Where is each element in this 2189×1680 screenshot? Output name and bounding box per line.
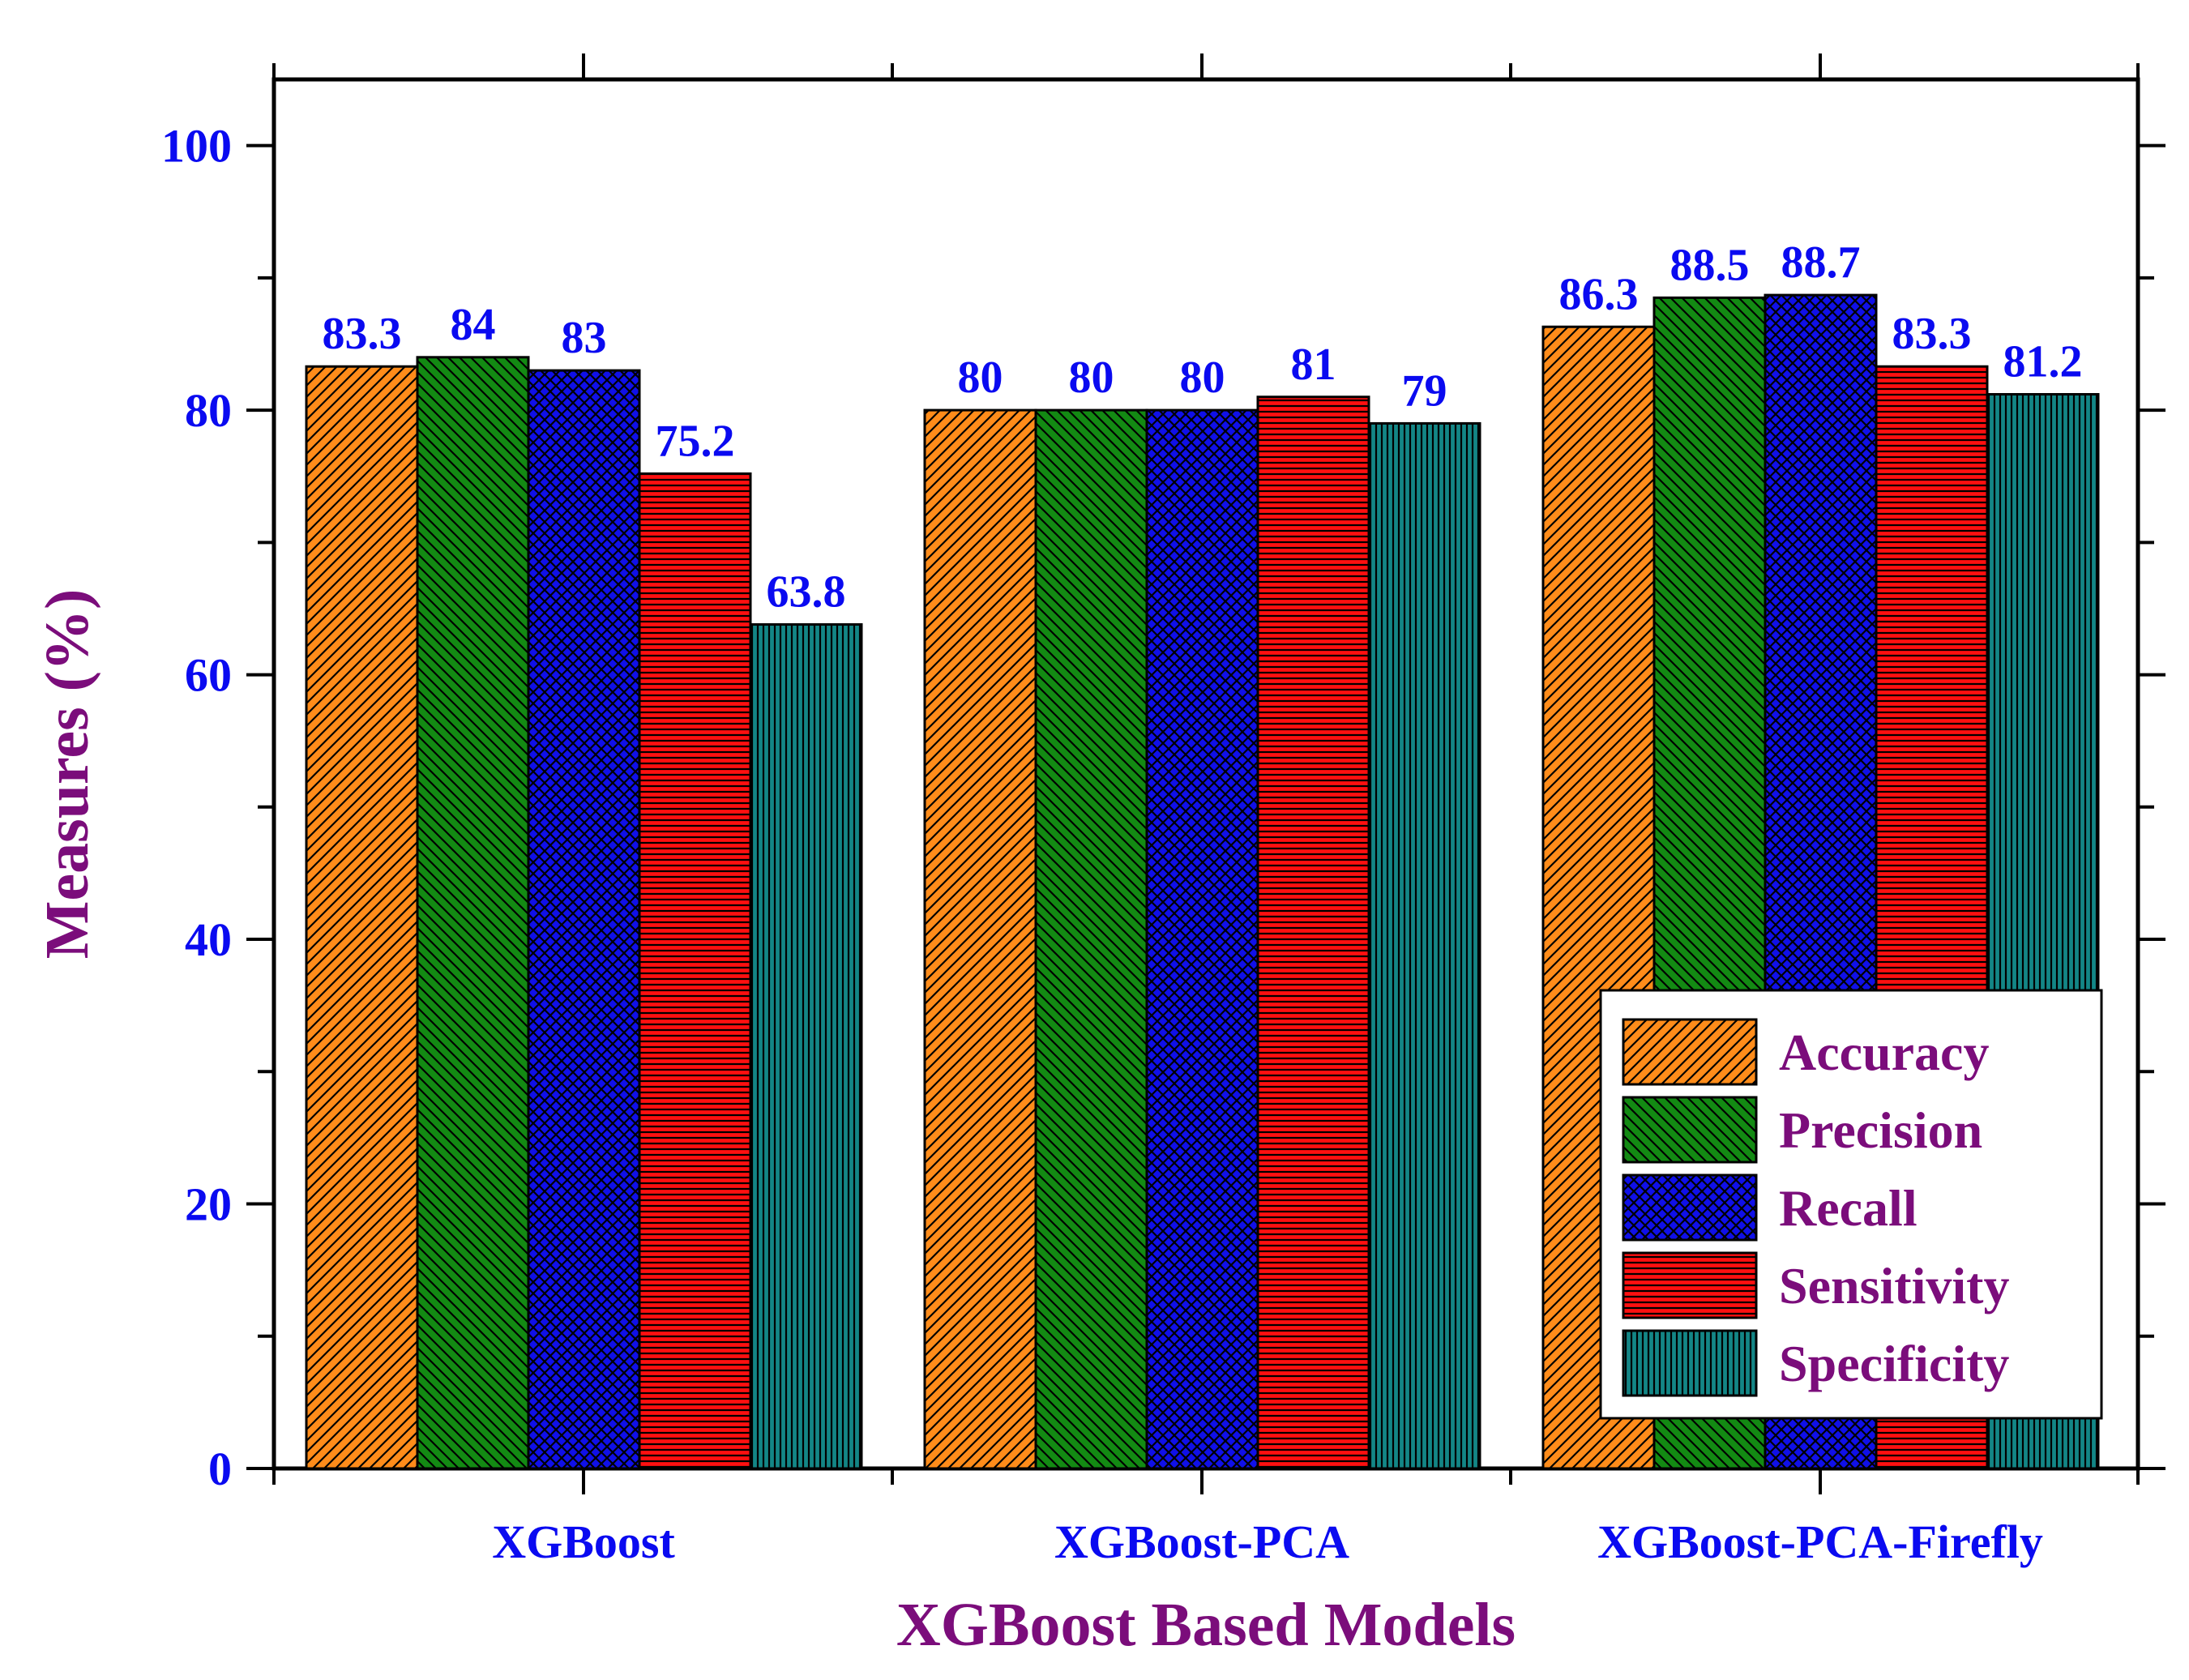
data-label-specificity-2: 81.2: [2003, 337, 2083, 387]
legend: Accuracy Precision Recall Sensitivity Specif…: [1599, 989, 2103, 1420]
legend-swatch-sensitivity: [1622, 1251, 1758, 1319]
y-tick-label-80: 80: [185, 384, 232, 437]
data-label-sensitivity-2: 83.3: [1892, 309, 1972, 359]
x-tick-label-1: XGBoost-PCA: [1054, 1515, 1349, 1568]
bar-precision-1: [1034, 408, 1148, 1470]
bar-specificity-1: [1367, 421, 1481, 1470]
data-label-recall-2: 88.7: [1781, 237, 1861, 288]
data-label-accuracy-2: 86.3: [1559, 269, 1639, 319]
legend-swatch-accuracy: [1622, 1018, 1758, 1086]
bar-accuracy-0: [305, 365, 419, 1470]
bars-layer: [305, 293, 2100, 1470]
bar-precision-0: [416, 356, 530, 1470]
bar-recall-1: [1145, 408, 1259, 1470]
y-tick-label-0: 0: [208, 1443, 232, 1495]
data-label-recall-1: 80: [1180, 353, 1225, 403]
bar-sensitivity-1: [1256, 395, 1370, 1470]
bar-sensitivity-0: [638, 472, 752, 1470]
bar-specificity-0: [749, 623, 863, 1470]
axes-layer: 0 20 40 60 80 100 XGBoost XGBoost-PCA XGBoost-PC…: [161, 53, 2165, 1568]
data-label-specificity-0: 63.8: [767, 567, 846, 618]
legend-swatch-specificity: [1622, 1329, 1758, 1397]
data-label-sensitivity-0: 75.2: [656, 416, 735, 466]
y-tick-label-60: 60: [185, 649, 232, 702]
data-label-accuracy-1: 80: [958, 353, 1003, 403]
data-label-precision-1: 80: [1069, 353, 1114, 403]
legend-swatch-recall: [1622, 1173, 1758, 1242]
legend-label-specificity: Specificity: [1779, 1335, 2009, 1392]
y-tick-label-20: 20: [185, 1178, 232, 1231]
legend-label-sensitivity: Sensitivity: [1779, 1257, 2009, 1315]
data-label-sensitivity-1: 81: [1291, 340, 1336, 390]
x-tick-label-2: XGBoost-PCA-Firefly: [1597, 1515, 2043, 1568]
y-tick-label-100: 100: [161, 120, 232, 173]
legend-label-precision: Precision: [1779, 1101, 1982, 1159]
data-label-precision-2: 88.5: [1670, 240, 1750, 290]
data-label-recall-0: 83: [562, 313, 607, 363]
legend-swatch-precision: [1622, 1096, 1758, 1164]
legend-label-recall: Recall: [1779, 1179, 1918, 1237]
x-tick-label-0: XGBoost: [492, 1515, 675, 1568]
data-label-accuracy-0: 83.3: [323, 309, 402, 359]
value-labels-layer: 83.3 84 83 75.2 63.8 80 80 80 81 79 86.3 88.5 88.7 83…: [323, 237, 2083, 617]
data-label-specificity-1: 79: [1402, 365, 1447, 416]
data-label-precision-0: 84: [451, 300, 496, 350]
x-axis-title: XGBoost Based Models: [896, 1591, 1516, 1659]
legend-label-accuracy: Accuracy: [1779, 1024, 1989, 1081]
bar-recall-0: [527, 369, 641, 1470]
y-axis-title: Measures (%): [33, 589, 101, 960]
y-tick-label-40: 40: [185, 913, 232, 966]
bar-accuracy-1: [923, 408, 1037, 1470]
